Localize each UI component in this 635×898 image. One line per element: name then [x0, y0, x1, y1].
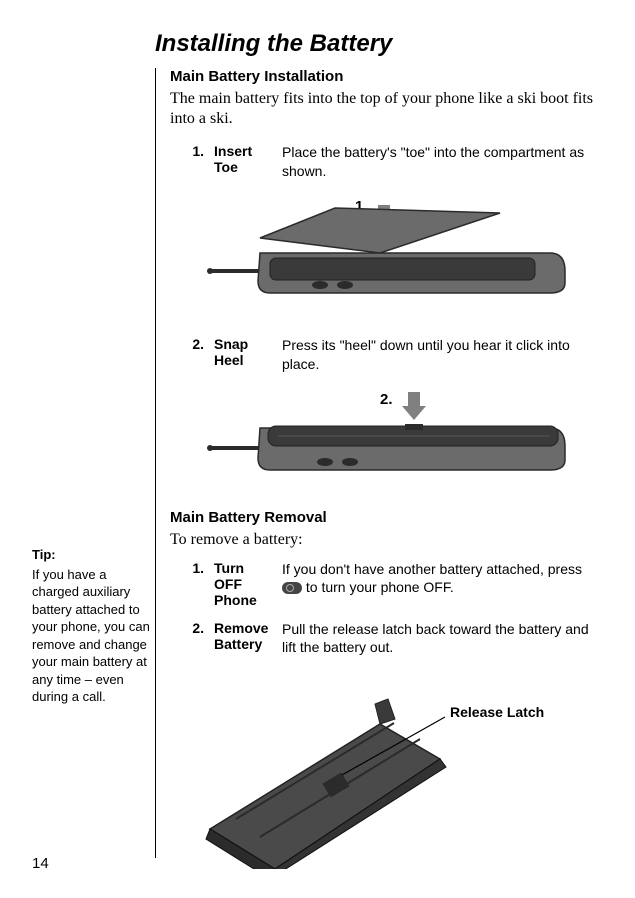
step-label: Remove Battery: [214, 620, 272, 658]
phone-perspective: [206, 699, 446, 869]
main-content: Main Battery Installation The main batte…: [170, 68, 600, 887]
vertical-rule: [155, 68, 156, 858]
figure-snap-heel: 2.: [170, 386, 600, 491]
tip-body: If you have a charged auxiliary battery …: [32, 566, 150, 706]
step-label: Turn OFF Phone: [214, 560, 272, 608]
figure-release-latch: Release Latch: [170, 669, 600, 869]
figure-insert-toe: 1.: [170, 193, 600, 318]
removal-intro: To remove a battery:: [170, 530, 600, 550]
step-label: Insert Toe: [214, 143, 272, 181]
tip-label: Tip:: [32, 546, 150, 564]
phone-body: [207, 253, 565, 293]
power-button-icon: [282, 582, 302, 594]
installation-intro: The main battery fits into the top of yo…: [170, 89, 600, 129]
phone-body-closed: [207, 424, 565, 470]
figure-2-number: 2.: [380, 391, 393, 408]
arrow-down-icon: [402, 392, 426, 420]
step-number: 2.: [186, 620, 204, 658]
release-latch-label: Release Latch: [450, 704, 544, 720]
page-number: 14: [32, 855, 49, 872]
step-description: Press its "heel" down until you hear it …: [282, 336, 600, 374]
step-description: If you don't have another battery attach…: [282, 560, 600, 608]
battery-flap: [260, 208, 500, 253]
removal-step-1: 1. Turn OFF Phone If you don't have anot…: [186, 560, 600, 608]
installation-heading: Main Battery Installation: [170, 68, 600, 85]
install-step-2: 2. Snap Heel Press its "heel" down until…: [186, 336, 600, 374]
step-description: Pull the release latch back toward the b…: [282, 620, 600, 658]
step-number: 1.: [186, 560, 204, 608]
install-step-1: 1. Insert Toe Place the battery's "toe" …: [186, 143, 600, 181]
step-description: Place the battery's "toe" into the compa…: [282, 143, 600, 181]
tip-sidebar: Tip: If you have a charged auxiliary bat…: [32, 546, 150, 706]
removal-step-2: 2. Remove Battery Pull the release latch…: [186, 620, 600, 658]
step-number: 2.: [186, 336, 204, 374]
removal-heading: Main Battery Removal: [170, 509, 600, 526]
step-number: 1.: [186, 143, 204, 181]
step-label: Snap Heel: [214, 336, 272, 374]
page-title: Installing the Battery: [155, 30, 392, 58]
